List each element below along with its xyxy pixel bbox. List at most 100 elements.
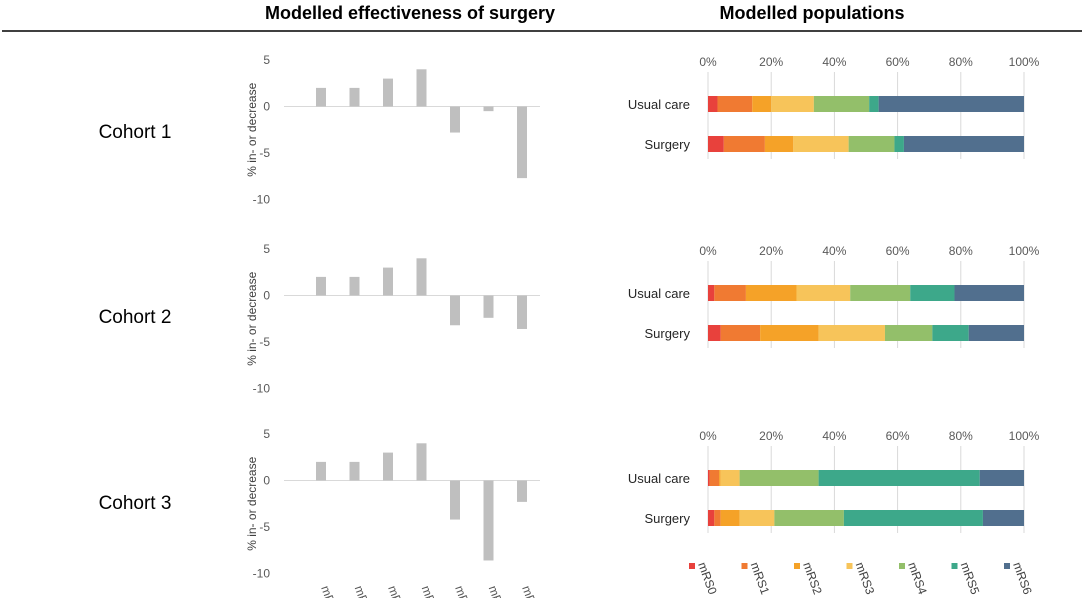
x-category-label: mRS1	[352, 584, 377, 598]
row-label: Usual care	[628, 97, 690, 112]
legend-label: mRS3	[853, 560, 878, 596]
x-category-label: mRS4	[452, 584, 477, 598]
bar-mRS0	[316, 461, 326, 481]
segment-mRS4	[774, 510, 844, 526]
cohort-2-stacked-chart: 0% 20% 40% 60% 80% 100% Usual care Surgery	[628, 244, 1040, 348]
bar-mRS2	[383, 78, 393, 107]
y-tick-label: -10	[253, 567, 271, 581]
segment-mRS3	[739, 510, 775, 526]
y-tick-label: -10	[253, 193, 271, 207]
x-tick-label: 40%	[822, 244, 846, 258]
legend-label: mRS1	[748, 560, 773, 596]
bar-mRS5	[483, 480, 494, 561]
row-label: Surgery	[644, 137, 690, 152]
segment-mRS6	[979, 470, 1024, 486]
x-tick-label: 40%	[822, 429, 846, 443]
segment-mRS3	[818, 325, 885, 341]
x-category-label: mRS5	[486, 584, 511, 598]
bar-mRS4	[450, 295, 460, 326]
panels: Cohort 1 5 0 -5 -10 % in- or decrease Cohort 2…	[99, 53, 1040, 598]
bar-mRS6	[517, 480, 527, 502]
legend-label: mRS5	[958, 560, 983, 596]
cohort-label: Cohort 2	[99, 307, 172, 328]
x-tick-label: 100%	[1009, 244, 1040, 258]
bar-mRS6	[517, 295, 527, 329]
segment-mRS5	[843, 510, 983, 526]
legend-swatch-mRS2	[794, 563, 800, 569]
y-tick-label: -5	[259, 146, 270, 160]
y-axis-label: % in- or decrease	[245, 271, 259, 365]
row-label: Usual care	[628, 286, 690, 301]
row-label: Usual care	[628, 471, 690, 486]
bar-mRS1	[349, 276, 360, 296]
x-tick-label: 60%	[886, 244, 910, 258]
segment-mRS4	[884, 325, 933, 341]
segment-mRS6	[982, 510, 1024, 526]
x-category-label: mRS2	[385, 584, 410, 598]
bar-mRS0	[316, 276, 326, 296]
segment-mRS6	[954, 285, 1024, 301]
cohort-label: Cohort 1	[99, 122, 172, 143]
segment-mRS2	[719, 470, 721, 486]
segment-mRS2	[764, 136, 794, 152]
segment-mRS1	[720, 325, 761, 341]
legend-swatch-mRS6	[1004, 563, 1010, 569]
y-tick-label: -10	[253, 382, 271, 396]
segment-mRS4	[848, 136, 895, 152]
bar-mRS0	[316, 87, 326, 107]
y-tick-label: 5	[263, 427, 270, 441]
y-tick-label: 5	[263, 53, 270, 67]
bar-mRS2	[383, 267, 393, 296]
x-tick-label: 0%	[699, 429, 717, 443]
segment-mRS6	[968, 325, 1024, 341]
segment-mRS1	[714, 510, 721, 526]
segment-mRS0	[708, 325, 721, 341]
bar-mRS1	[349, 87, 360, 107]
legend-label: mRS4	[905, 560, 930, 596]
cohort-label: Cohort 3	[99, 493, 172, 514]
bar-mRS3	[416, 69, 427, 107]
segment-mRS5	[910, 285, 955, 301]
segment-mRS0	[708, 285, 715, 301]
legend-swatch-mRS1	[741, 563, 748, 569]
segment-mRS4	[813, 96, 870, 112]
cohort-1-stacked-chart: 0% 20% 40% 60% 80% 100% Usual care Surgery	[628, 55, 1040, 159]
x-tick-label: 100%	[1009, 429, 1040, 443]
bar-mRS3	[416, 443, 427, 481]
legend-swatch-mRS3	[846, 563, 853, 569]
segment-mRS5	[869, 96, 879, 112]
x-tick-label: 60%	[886, 55, 910, 69]
legend-label: mRS6	[1010, 560, 1035, 596]
bar-mRS3	[416, 258, 427, 296]
segment-mRS5	[894, 136, 904, 152]
legend-label: mRS2	[800, 560, 825, 596]
x-tick-label: 0%	[699, 244, 717, 258]
y-axis-label: % in- or decrease	[245, 456, 259, 550]
y-tick-label: 0	[263, 100, 270, 114]
bar-mRS5	[483, 295, 494, 318]
cohort-3-bar-chart: Cohort 3 5 0 -5 -10 % in- or decrease mRS0 mRS1…	[99, 427, 544, 598]
x-tick-label: 0%	[699, 55, 717, 69]
segment-mRS2	[752, 96, 772, 112]
segment-mRS6	[903, 136, 1024, 152]
bar-mRS6	[517, 106, 527, 179]
row-label: Surgery	[644, 511, 690, 526]
x-tick-label: 100%	[1009, 55, 1040, 69]
segment-mRS0	[708, 470, 710, 486]
segment-mRS1	[709, 470, 720, 486]
x-tick-label: 60%	[886, 429, 910, 443]
cohort-1-bar-chart: Cohort 1 5 0 -5 -10 % in- or decrease	[99, 53, 540, 207]
x-tick-label: 40%	[822, 55, 846, 69]
right-header: Modelled populations	[720, 3, 905, 23]
bar-mRS1	[349, 461, 360, 481]
legend-label: mRS0	[695, 560, 720, 596]
segment-mRS5	[932, 325, 969, 341]
legend: mRS0 mRS1 mRS2 mRS3 mRS4 mRS5 mRS6	[689, 560, 1035, 597]
left-header: Modelled effectiveness of surgery	[265, 3, 555, 23]
segment-mRS1	[723, 136, 765, 152]
segment-mRS1	[714, 285, 746, 301]
x-category-label: mRS6	[519, 584, 544, 598]
segment-mRS4	[850, 285, 911, 301]
segment-mRS4	[739, 470, 819, 486]
